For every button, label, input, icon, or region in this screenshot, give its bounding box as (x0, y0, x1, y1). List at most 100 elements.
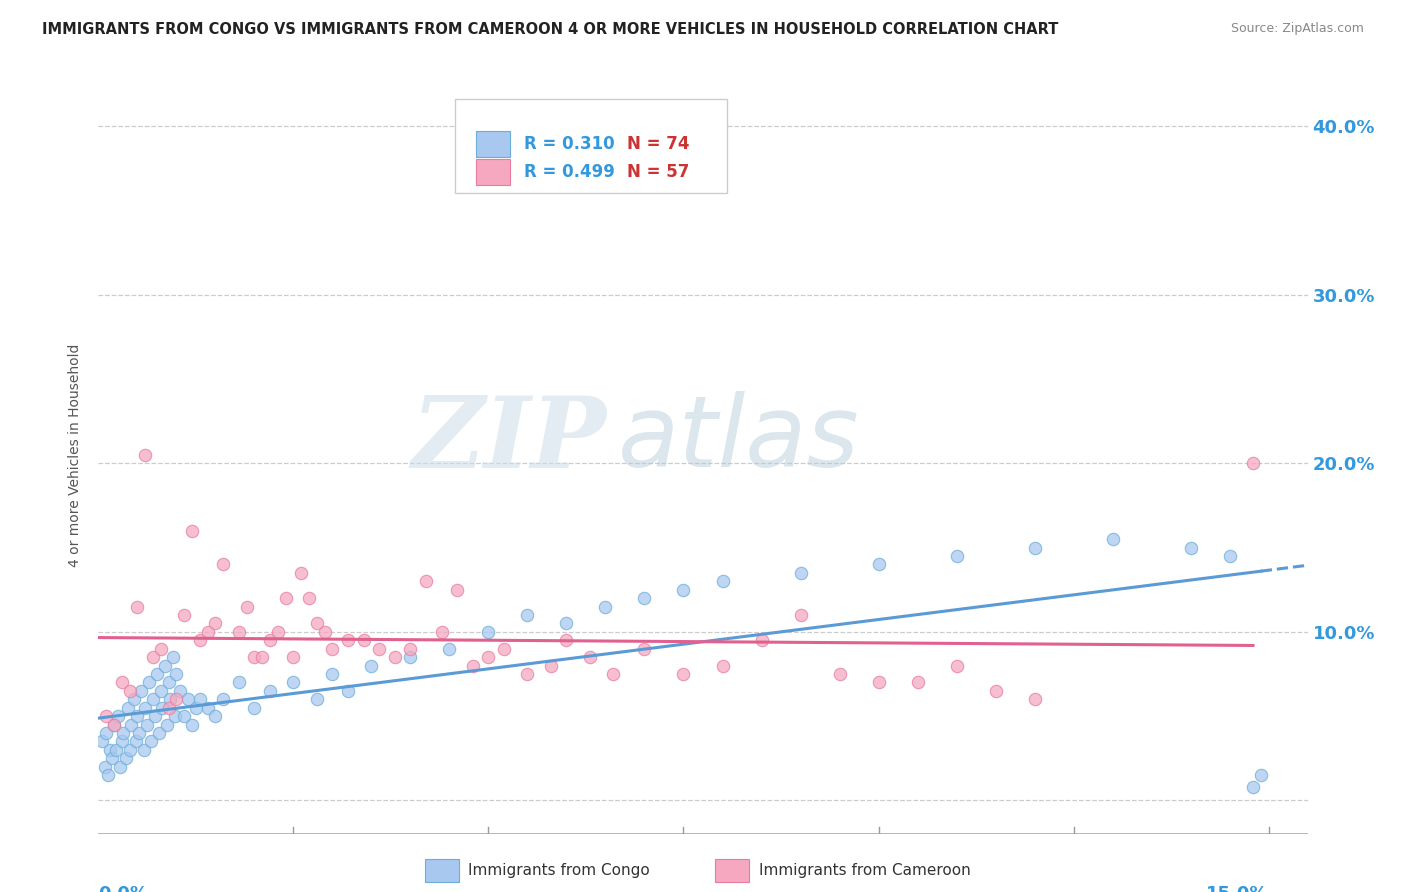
Point (142, 650, 165, 665)
Point (165, 692, 187, 706)
Point (143, 709, 166, 723)
Point (134, 700, 156, 714)
Point (868, 558, 890, 572)
Point (127, 709, 149, 723)
Point (181, 717, 204, 731)
Text: atlas: atlas (619, 392, 860, 488)
Point (138, 675, 160, 690)
Text: N = 74: N = 74 (627, 136, 689, 153)
Point (984, 683, 1007, 698)
Point (579, 650, 602, 665)
Point (120, 717, 142, 731)
Point (125, 734, 148, 748)
Point (188, 633, 211, 648)
Point (177, 692, 200, 706)
Point (228, 675, 250, 690)
Text: Immigrants from Congo: Immigrants from Congo (468, 863, 650, 878)
Point (96, 709, 118, 723)
Point (711, 658, 734, 673)
Point (134, 448, 156, 462)
Point (197, 624, 219, 639)
Point (298, 591, 321, 606)
Point (212, 558, 235, 572)
Point (399, 641, 422, 656)
Point (156, 717, 179, 731)
FancyBboxPatch shape (456, 98, 727, 194)
Text: Immigrants from Cameroon: Immigrants from Cameroon (759, 863, 970, 878)
Point (146, 667, 169, 681)
Point (1241, 780, 1264, 794)
Point (540, 658, 562, 673)
Y-axis label: 4 or more Vehicles in Household: 4 or more Vehicles in Household (69, 343, 83, 566)
Point (477, 624, 499, 639)
Point (157, 675, 180, 690)
Point (131, 683, 153, 698)
Point (165, 667, 187, 681)
Point (430, 624, 453, 639)
Point (384, 650, 406, 665)
Point (1219, 549, 1241, 563)
Point (149, 683, 172, 698)
Point (259, 633, 281, 648)
Point (368, 641, 391, 656)
Text: ZIP: ZIP (412, 392, 606, 488)
Point (252, 650, 274, 665)
Point (267, 624, 290, 639)
Point (305, 692, 328, 706)
Point (93, 759, 115, 773)
Point (243, 700, 266, 714)
Point (142, 692, 165, 706)
Point (321, 667, 343, 681)
Point (103, 717, 125, 731)
Point (305, 616, 328, 631)
Point (111, 734, 134, 748)
Point (101, 751, 124, 765)
Point (477, 650, 499, 665)
Point (494, 641, 516, 656)
Point (633, 591, 655, 606)
Text: R = 0.310: R = 0.310 (524, 136, 614, 153)
Point (173, 607, 195, 622)
Point (672, 667, 695, 681)
Point (283, 675, 305, 690)
Point (1024, 541, 1046, 555)
Point (159, 692, 181, 706)
Point (1241, 456, 1264, 470)
Point (110, 759, 132, 773)
Point (828, 667, 851, 681)
FancyBboxPatch shape (475, 159, 509, 186)
Point (399, 650, 422, 665)
Text: Source: ZipAtlas.com: Source: ZipAtlas.com (1230, 22, 1364, 36)
Point (228, 624, 250, 639)
FancyBboxPatch shape (475, 131, 509, 158)
Point (243, 650, 266, 665)
Point (103, 717, 125, 731)
Point (107, 709, 129, 723)
Point (162, 650, 184, 665)
Point (907, 675, 929, 690)
Point (122, 692, 145, 706)
Point (96, 726, 118, 740)
Point (259, 683, 281, 698)
Point (314, 624, 336, 639)
Text: 15.0%: 15.0% (1206, 885, 1268, 892)
Point (173, 709, 195, 723)
Point (235, 599, 257, 614)
Point (461, 658, 484, 673)
Point (98, 743, 121, 757)
Point (274, 591, 297, 606)
Point (945, 658, 967, 673)
Point (290, 566, 312, 580)
Point (114, 751, 136, 765)
Point (711, 574, 734, 589)
Point (1180, 541, 1202, 555)
Point (415, 574, 437, 589)
Point (446, 582, 468, 597)
Point (1024, 692, 1046, 706)
Point (118, 683, 141, 698)
Point (132, 743, 155, 757)
Point (91, 734, 114, 748)
Point (672, 582, 695, 597)
Point (148, 726, 170, 740)
Point (149, 641, 172, 656)
